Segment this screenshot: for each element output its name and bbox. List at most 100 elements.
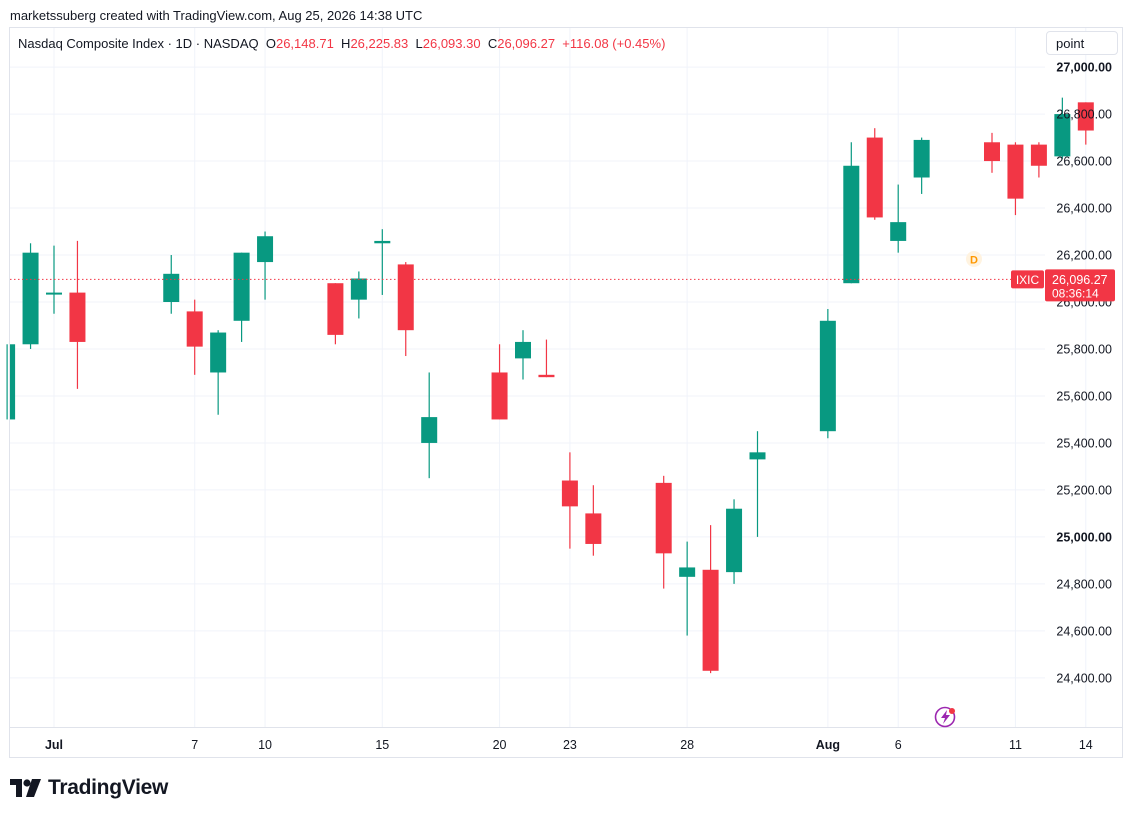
tradingview-logo-icon	[10, 779, 41, 797]
candle-body	[538, 374, 555, 378]
candle-body	[1007, 144, 1024, 199]
legend-close-value: 26,096.27	[497, 36, 556, 51]
price-tick-label: 25,800.00	[1056, 342, 1112, 356]
candle-body	[69, 292, 86, 342]
candle	[726, 499, 743, 584]
candle-body	[819, 320, 836, 432]
date-tick-label: 6	[895, 738, 902, 752]
attribution-text: marketssuberg created with TradingView.c…	[10, 8, 423, 23]
price-tick-label: 26,200.00	[1056, 249, 1112, 263]
candle	[1030, 142, 1047, 178]
candle	[397, 262, 414, 357]
candle	[69, 240, 86, 389]
lightning-icon-ring	[934, 706, 956, 728]
candle-body	[350, 278, 367, 300]
legend-change: +116.08 (+0.45%)	[562, 36, 666, 51]
candle	[515, 330, 531, 380]
chart-grid	[10, 28, 1122, 728]
date-tick-label: 15	[375, 738, 389, 752]
price-axis: 24,400.00 24,600.00 24,800.00 25,000.00 25,2…	[1056, 61, 1112, 686]
candle	[210, 330, 227, 415]
legend-open-value: 26,148.71	[275, 36, 334, 51]
legend-low-label: L	[415, 36, 423, 51]
candle-body	[749, 452, 766, 460]
lightning-icon-bolt	[941, 710, 950, 724]
candle	[538, 339, 555, 378]
candle-body	[327, 283, 344, 335]
candles	[6, 97, 1094, 674]
tradingview-logo[interactable]: TradingView	[10, 776, 168, 800]
candle	[655, 475, 672, 589]
candle	[163, 255, 180, 314]
price-tick-label: 26,600.00	[1056, 155, 1112, 169]
candle-body	[397, 264, 414, 331]
date-tick-label: 20	[493, 738, 507, 752]
candle	[585, 485, 602, 556]
candle	[702, 525, 719, 674]
candle	[421, 372, 438, 479]
legend-high-value: 26,225.83	[350, 36, 409, 51]
symbol-legend: Nasdaq Composite Index · 1D · NASDAQ O26…	[18, 36, 665, 51]
price-tag-value: 26,096.27	[1052, 273, 1108, 287]
candle	[1077, 102, 1094, 145]
candle-body	[46, 292, 62, 295]
candle-body	[1077, 102, 1094, 131]
dividend-marker-label: D	[970, 255, 978, 267]
date-tick-label: 23	[563, 738, 577, 752]
candle	[561, 452, 578, 549]
candle	[233, 252, 250, 342]
candle	[6, 344, 16, 420]
price-tag	[1045, 269, 1115, 302]
price-tick-label: 26,400.00	[1056, 202, 1112, 216]
candle-body	[843, 165, 860, 284]
legend-symbol: Nasdaq Composite Index · 1D · NASDAQ	[18, 36, 259, 51]
scale-mode-button[interactable]: point	[1046, 31, 1118, 55]
lightning-icon-dot	[949, 708, 955, 714]
price-tick-label: 24,600.00	[1056, 624, 1112, 638]
time-axis: Jul71015202328Aug61114192427	[45, 738, 1093, 752]
candle-body	[1030, 144, 1047, 166]
candle-body	[655, 482, 672, 554]
legend-low-value: 26,093.30	[422, 36, 481, 51]
price-tag-countdown: 08:36:14	[1052, 286, 1099, 300]
candle	[350, 271, 367, 319]
candle	[186, 299, 203, 375]
candle-body	[679, 567, 696, 577]
lightning-icon[interactable]	[934, 706, 956, 728]
dividend-marker	[966, 251, 982, 267]
candle	[749, 431, 766, 537]
candle	[913, 137, 930, 194]
date-tick-label: 28	[680, 738, 694, 752]
candle	[491, 344, 508, 420]
candle-body	[421, 417, 438, 443]
price-tick-label: 26,800.00	[1056, 108, 1112, 122]
ticker-tag	[1011, 270, 1044, 289]
chart-frame	[9, 27, 1123, 758]
tradingview-wordmark: TradingView	[48, 776, 169, 799]
legend-close-label: C	[487, 36, 498, 51]
candle	[819, 309, 836, 439]
legend-open-label: O	[265, 36, 276, 51]
candle-body	[233, 252, 250, 321]
candle-body	[890, 222, 907, 241]
candle-body	[515, 341, 531, 359]
candle	[866, 128, 883, 220]
price-tick-label: 25,000.00	[1056, 530, 1112, 544]
candle	[984, 132, 1000, 173]
candle	[890, 184, 907, 253]
ticker-tag-label: IXIC	[1016, 273, 1040, 287]
candle	[843, 142, 860, 284]
candle-body	[10, 344, 16, 420]
price-tick-label: 27,000.00	[1056, 61, 1112, 75]
candle-body	[210, 332, 227, 373]
candle	[257, 231, 274, 300]
candle-body	[866, 137, 883, 218]
candle	[22, 243, 39, 349]
price-tick-label: 25,400.00	[1056, 436, 1112, 450]
date-tick-label: 7	[191, 738, 198, 752]
date-tick-label: Aug	[816, 738, 840, 752]
candle	[327, 283, 344, 345]
candle-body	[984, 142, 1000, 162]
candle	[679, 541, 696, 636]
